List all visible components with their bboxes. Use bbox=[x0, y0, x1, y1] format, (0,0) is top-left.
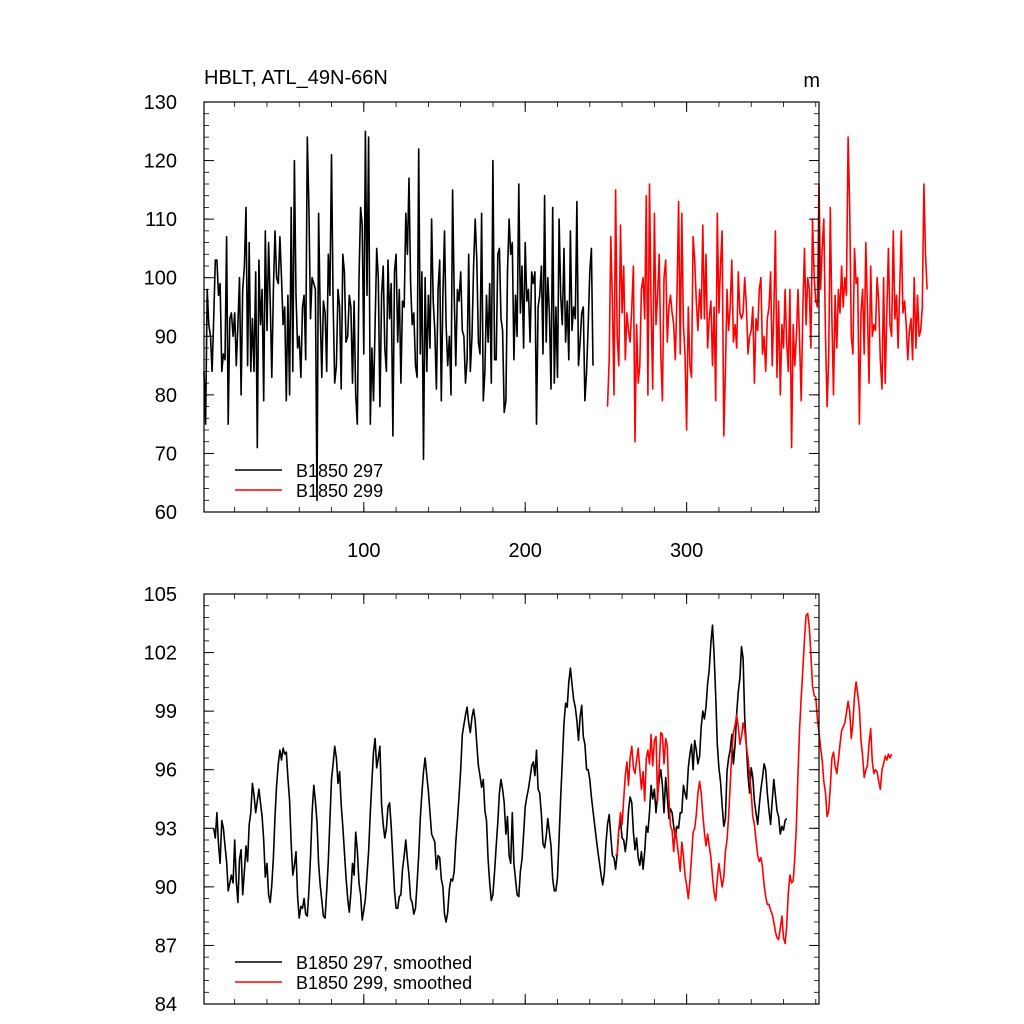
y-tick-label: 60 bbox=[155, 502, 177, 524]
chart-title: HBLT, ATL_49N-66N bbox=[204, 67, 388, 89]
y-tick-label: 70 bbox=[155, 443, 177, 465]
y-tick-label: 90 bbox=[155, 877, 177, 899]
legend-label-b1850-299-smoothed: B1850 299, smoothed bbox=[296, 973, 472, 993]
x-tick-label: 200 bbox=[509, 540, 542, 562]
series-line-b1850-297-smoothed bbox=[212, 624, 788, 923]
bottom-ticks-group: 84 87 90 93 96 99 102 105 bbox=[144, 584, 819, 1016]
y-tick-label: 93 bbox=[155, 818, 177, 840]
legend-label-b1850-297: B1850 297 bbox=[296, 461, 383, 481]
bottom-series-group bbox=[212, 612, 893, 945]
y-tick-label: 80 bbox=[155, 385, 177, 407]
x-tick-label: 100 bbox=[347, 540, 380, 562]
top-ticks-group: 60 70 80 90 100 110 120 130 100 200 300 bbox=[144, 92, 819, 562]
y-tick-label: 84 bbox=[155, 994, 177, 1016]
y-tick-label: 100 bbox=[144, 268, 177, 290]
bottom-plot-frame bbox=[203, 593, 820, 1005]
x-tick-label: 300 bbox=[670, 540, 703, 562]
series-line-b1850-297 bbox=[203, 130, 594, 502]
y-tick-label: 96 bbox=[155, 760, 177, 782]
top-panel: HBLT, ATL_49N-66N m 60 70 80 90 100 110 120 130… bbox=[144, 67, 928, 562]
top-legend: B1850 297 B1850 299 bbox=[235, 461, 383, 501]
y-tick-label: 120 bbox=[144, 151, 177, 173]
series-line-b1850-299 bbox=[606, 136, 928, 449]
y-tick-label: 130 bbox=[144, 92, 177, 114]
units-label: m bbox=[803, 70, 820, 92]
y-tick-label: 87 bbox=[155, 935, 177, 957]
top-series-group bbox=[203, 130, 928, 502]
top-plot-frame bbox=[203, 101, 820, 513]
legend-label-b1850-297-smoothed: B1850 297, smoothed bbox=[296, 953, 472, 973]
y-tick-label: 90 bbox=[155, 326, 177, 348]
y-tick-label: 102 bbox=[144, 643, 177, 665]
series-line-b1850-299-smoothed bbox=[614, 612, 893, 945]
bottom-legend: B1850 297, smoothed B1850 299, smoothed bbox=[235, 953, 472, 993]
y-tick-label: 110 bbox=[145, 209, 177, 231]
y-tick-label: 105 bbox=[144, 584, 177, 606]
bottom-panel: 84 87 90 93 96 99 102 105 B1850 297, smoothed B… bbox=[144, 584, 893, 1016]
y-tick-label: 99 bbox=[155, 701, 177, 723]
legend-label-b1850-299: B1850 299 bbox=[296, 481, 383, 501]
